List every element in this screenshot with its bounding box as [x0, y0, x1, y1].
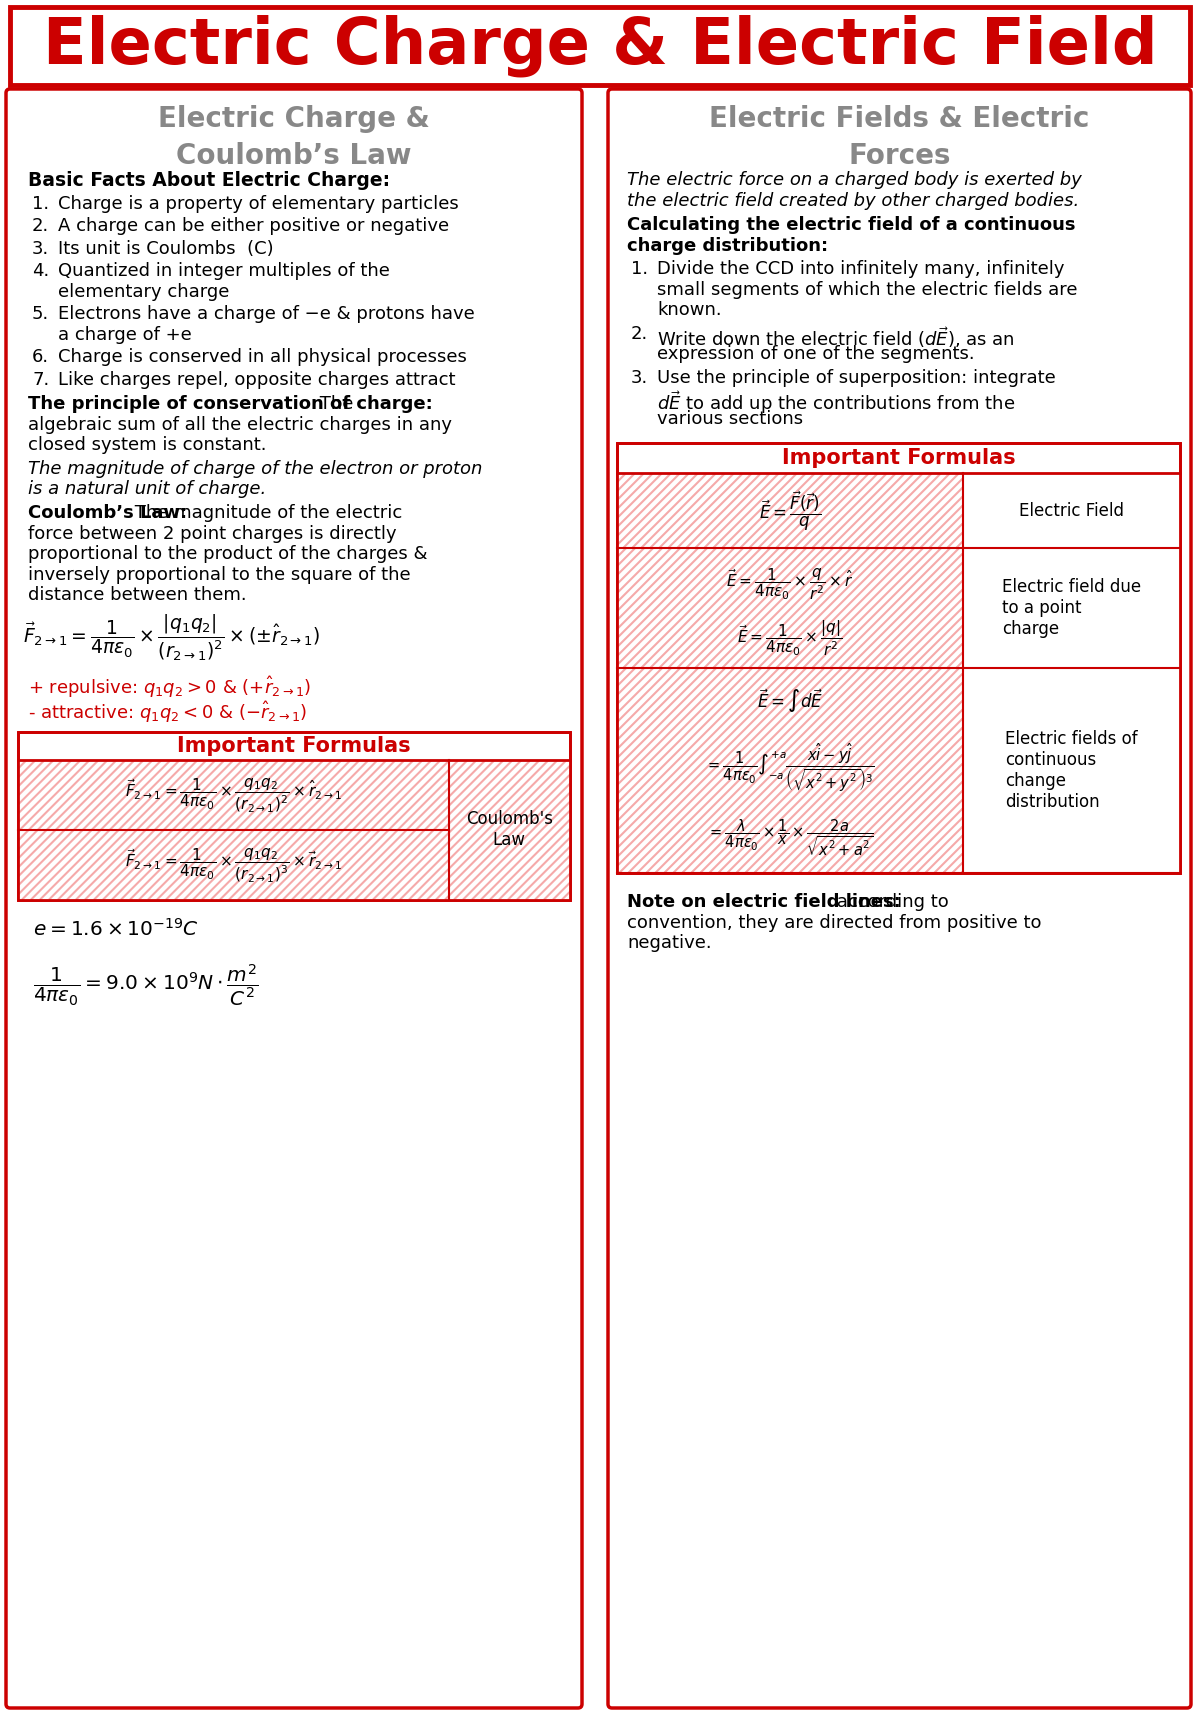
Text: Like charges repel, opposite charges attract: Like charges repel, opposite charges att…	[58, 371, 456, 388]
Text: $= \dfrac{\lambda}{4\pi\epsilon_0} \times \dfrac{1}{x} \times \dfrac{2a}{\sqrt{x: $= \dfrac{\lambda}{4\pi\epsilon_0} \time…	[707, 818, 874, 858]
Text: proportional to the product of the charges &: proportional to the product of the charg…	[28, 544, 427, 564]
Text: 1.: 1.	[32, 194, 49, 213]
Text: Coulomb's
Law: Coulomb's Law	[466, 810, 553, 850]
Text: $e = 1.6 \times 10^{-19} C$: $e = 1.6 \times 10^{-19} C$	[34, 917, 199, 940]
Bar	[617, 444, 1180, 874]
Bar	[617, 444, 1180, 874]
Text: $\vec{F}_{2\rightarrow1} = \dfrac{1}{4\pi\epsilon_0} \times \dfrac{q_1q_2}{(r_{2: $\vec{F}_{2\rightarrow1} = \dfrac{1}{4\p…	[125, 775, 342, 813]
Text: $\vec{E} = \dfrac{\vec{F}(\vec{r})}{q}$: $\vec{E} = \dfrac{\vec{F}(\vec{r})}{q}$	[758, 489, 821, 532]
Text: negative.: negative.	[628, 935, 712, 952]
Text: Basic Facts About Electric Charge:: Basic Facts About Electric Charge:	[28, 172, 390, 191]
Text: Important Formulas: Important Formulas	[178, 735, 410, 756]
Text: 4.: 4.	[32, 262, 49, 281]
Text: Electric Field: Electric Field	[1019, 501, 1124, 520]
Bar	[617, 548, 964, 668]
Text: force between 2 point charges is directly: force between 2 point charges is directl…	[28, 525, 397, 543]
Text: Divide the CCD into infinitely many, infinitely: Divide the CCD into infinitely many, inf…	[658, 260, 1064, 277]
Text: + repulsive: $q_1q_2 > 0$ & $(+\hat{r}_{2\rightarrow1})$: + repulsive: $q_1q_2 > 0$ & $(+\hat{r}_{…	[28, 675, 311, 701]
Bar	[18, 759, 570, 900]
Text: Quantized in integer multiples of the: Quantized in integer multiples of the	[58, 262, 390, 281]
FancyBboxPatch shape	[608, 88, 1190, 1708]
Text: convention, they are directed from positive to: convention, they are directed from posit…	[628, 914, 1042, 931]
Text: $\dfrac{1}{4\pi\epsilon_0} = 9.0 \times 10^9 N \cdot \dfrac{m^2}{C^2}$: $\dfrac{1}{4\pi\epsilon_0} = 9.0 \times …	[34, 962, 259, 1007]
Text: according to: according to	[832, 893, 949, 910]
Text: charge distribution:: charge distribution:	[628, 236, 828, 255]
Bar	[964, 473, 1180, 548]
Text: small segments of which the electric fields are: small segments of which the electric fie…	[658, 281, 1078, 298]
Text: 3.: 3.	[631, 369, 648, 387]
Text: The magnitude of the electric: The magnitude of the electric	[128, 505, 402, 522]
Text: $d\vec{E}$ to add up the contributions from the: $d\vec{E}$ to add up the contributions f…	[658, 388, 1015, 416]
Bar	[617, 668, 964, 874]
Text: 5.: 5.	[32, 305, 49, 323]
Text: 2.: 2.	[631, 324, 648, 343]
Text: 1.: 1.	[631, 260, 648, 277]
Text: $\vec{F}_{2\rightarrow1} = \dfrac{1}{4\pi\epsilon_0} \times \dfrac{|q_1q_2|}{(r_: $\vec{F}_{2\rightarrow1} = \dfrac{1}{4\p…	[23, 612, 320, 664]
FancyBboxPatch shape	[6, 88, 582, 1708]
Text: 6.: 6.	[32, 349, 49, 366]
Text: Its unit is Coulombs  (C): Its unit is Coulombs (C)	[58, 239, 274, 258]
Text: The magnitude of charge of the electron or proton: The magnitude of charge of the electron …	[28, 460, 482, 479]
Text: Write down the electric field ($d\vec{E}$), as an: Write down the electric field ($d\vec{E}…	[658, 324, 1015, 350]
Text: $\vec{F}_{2\rightarrow1} = \dfrac{1}{4\pi\epsilon_0} \times \dfrac{q_1q_2}{(r_{2: $\vec{F}_{2\rightarrow1} = \dfrac{1}{4\p…	[125, 846, 342, 884]
Text: closed system is constant.: closed system is constant.	[28, 437, 266, 454]
Text: Coulomb’s Law:: Coulomb’s Law:	[28, 505, 187, 522]
Text: elementary charge: elementary charge	[58, 283, 229, 300]
Text: various sections: various sections	[658, 409, 803, 428]
Text: $\vec{E} = \dfrac{1}{4\pi\epsilon_0} \times \dfrac{|q|}{r^2}$: $\vec{E} = \dfrac{1}{4\pi\epsilon_0} \ti…	[738, 619, 842, 657]
Text: Electric field due
to a point
charge: Electric field due to a point charge	[1002, 579, 1141, 638]
Text: 7.: 7.	[32, 371, 49, 388]
Text: Electric Charge &
Coulomb’s Law: Electric Charge & Coulomb’s Law	[158, 106, 430, 170]
Bar	[617, 473, 964, 548]
Text: Calculating the electric field of a continuous: Calculating the electric field of a cont…	[628, 217, 1075, 234]
Bar	[964, 548, 1180, 668]
Text: 2.: 2.	[32, 217, 49, 236]
Text: Electric Fields & Electric
Forces: Electric Fields & Electric Forces	[709, 106, 1090, 170]
Text: Note on electric field lines:: Note on electric field lines:	[628, 893, 901, 910]
Bar	[18, 732, 570, 900]
Text: Charge is a property of elementary particles: Charge is a property of elementary parti…	[58, 194, 458, 213]
Text: the electric field created by other charged bodies.: the electric field created by other char…	[628, 191, 1079, 210]
Text: expression of one of the segments.: expression of one of the segments.	[658, 345, 974, 362]
Text: $\vec{E} = \int d\vec{E}$: $\vec{E} = \int d\vec{E}$	[757, 687, 823, 714]
Bar	[964, 668, 1180, 874]
Text: The principle of conservation of charge:: The principle of conservation of charge:	[28, 395, 433, 413]
Text: is a natural unit of charge.: is a natural unit of charge.	[28, 480, 266, 498]
Bar	[10, 7, 1190, 85]
Text: a charge of +e: a charge of +e	[58, 326, 192, 343]
Text: Important Formulas: Important Formulas	[781, 447, 1015, 468]
Text: The electric force on a charged body is exerted by: The electric force on a charged body is …	[628, 172, 1081, 189]
Text: Charge is conserved in all physical processes: Charge is conserved in all physical proc…	[58, 349, 467, 366]
Text: The: The	[314, 395, 353, 413]
Text: Use the principle of superposition: integrate: Use the principle of superposition: inte…	[658, 369, 1056, 387]
Text: Electric Charge & Electric Field: Electric Charge & Electric Field	[43, 16, 1157, 78]
Text: distance between them.: distance between them.	[28, 586, 247, 603]
Text: $\vec{E} = \dfrac{1}{4\pi\epsilon_0} \times \dfrac{q}{r^2} \times \hat{r}$: $\vec{E} = \dfrac{1}{4\pi\epsilon_0} \ti…	[726, 567, 854, 602]
Text: A charge can be either positive or negative: A charge can be either positive or negat…	[58, 217, 449, 236]
Text: inversely proportional to the square of the: inversely proportional to the square of …	[28, 565, 410, 584]
Text: Electrons have a charge of −e & protons have: Electrons have a charge of −e & protons …	[58, 305, 475, 323]
Text: - attractive: $q_1q_2 < 0$ & $(-\hat{r}_{2\rightarrow1})$: - attractive: $q_1q_2 < 0$ & $(-\hat{r}_…	[28, 699, 307, 725]
Text: algebraic sum of all the electric charges in any: algebraic sum of all the electric charge…	[28, 416, 452, 434]
Text: 3.: 3.	[32, 239, 49, 258]
Bar	[18, 732, 570, 900]
Text: known.: known.	[658, 302, 721, 319]
Text: Electric fields of
continuous
change
distribution: Electric fields of continuous change dis…	[1006, 730, 1138, 812]
Text: $= \dfrac{1}{4\pi\epsilon_0}\int_{-a}^{+a} \dfrac{x\hat{i}-y\hat{j}}{\left(\sqrt: $= \dfrac{1}{4\pi\epsilon_0}\int_{-a}^{+…	[706, 740, 875, 792]
